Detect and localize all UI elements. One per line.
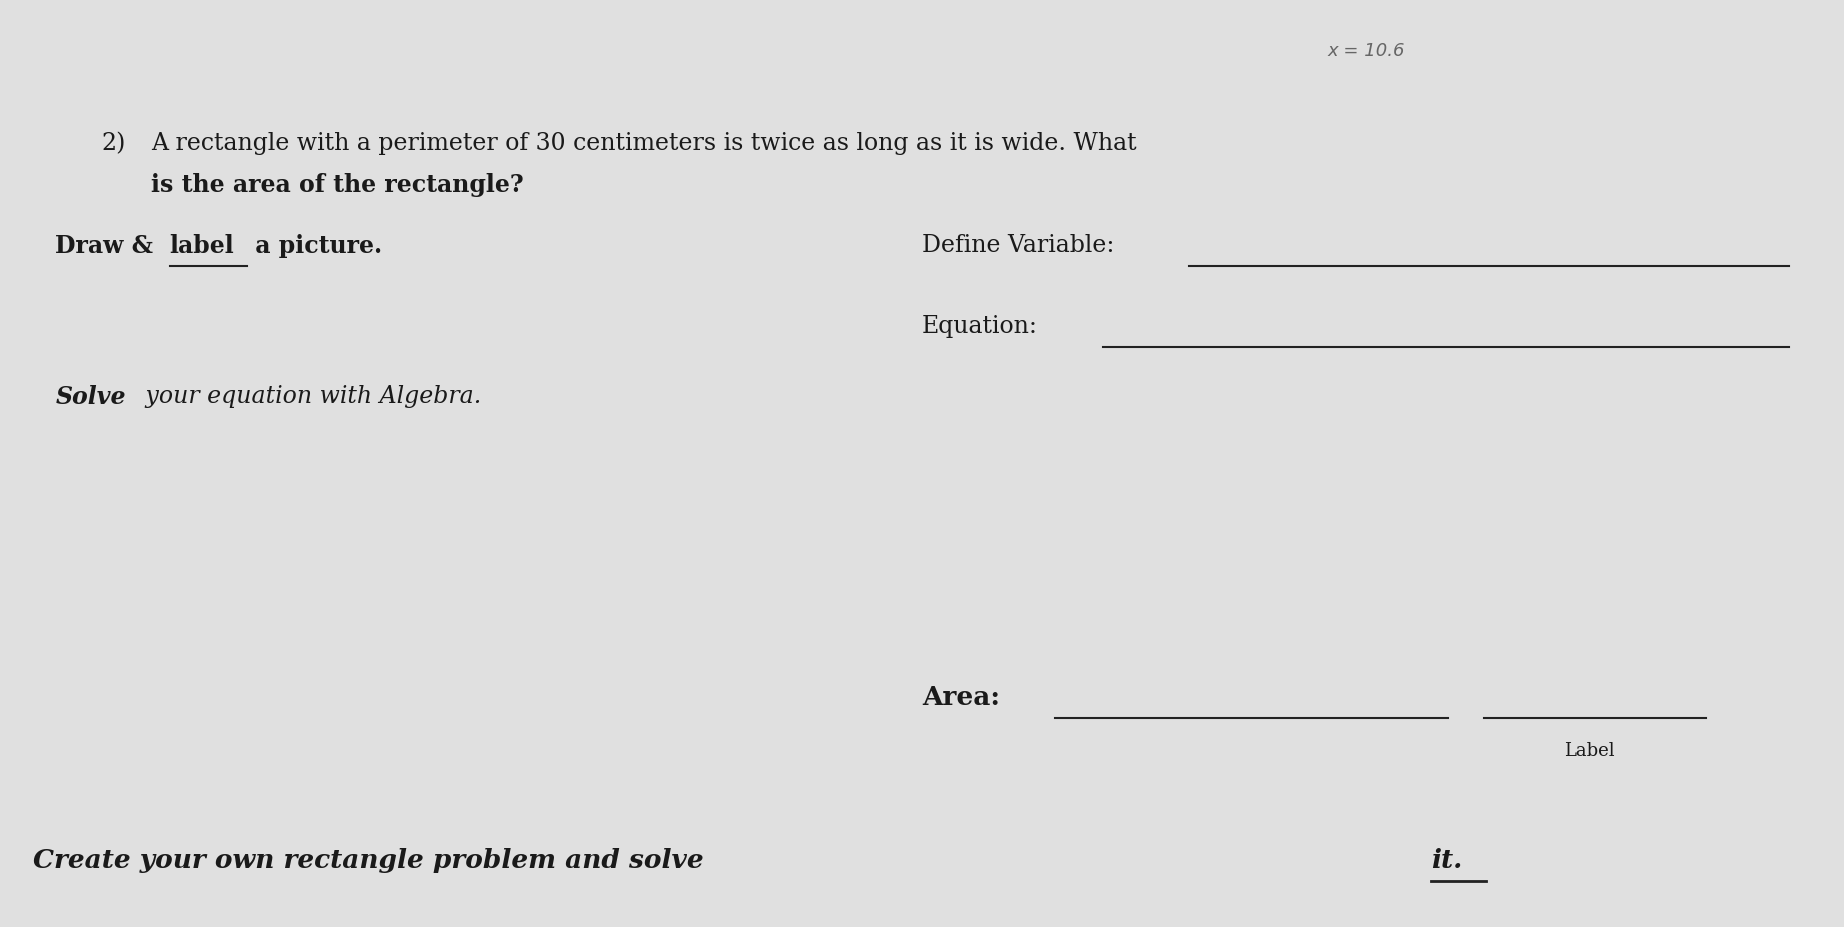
Text: Area:: Area: [922,685,999,709]
Text: Label: Label [1564,742,1615,760]
Text: Create your own rectangle problem and solve: Create your own rectangle problem and so… [33,848,714,872]
Text: label: label [170,234,234,258]
Text: it.: it. [1431,848,1462,872]
Text: Draw &: Draw & [55,234,162,258]
Text: 2): 2) [101,133,125,155]
Text: Define Variable:: Define Variable: [922,235,1114,257]
Text: Solve: Solve [55,385,125,409]
Text: your equation with Algebra.: your equation with Algebra. [138,386,481,408]
Text: a picture.: a picture. [247,234,382,258]
Text: x = 10.6: x = 10.6 [1328,42,1405,60]
Text: is the area of the rectangle?: is the area of the rectangle? [151,173,524,197]
Text: A rectangle with a perimeter of 30 centimeters is twice as long as it is wide. W: A rectangle with a perimeter of 30 centi… [151,133,1138,155]
Text: Equation:: Equation: [922,315,1038,337]
